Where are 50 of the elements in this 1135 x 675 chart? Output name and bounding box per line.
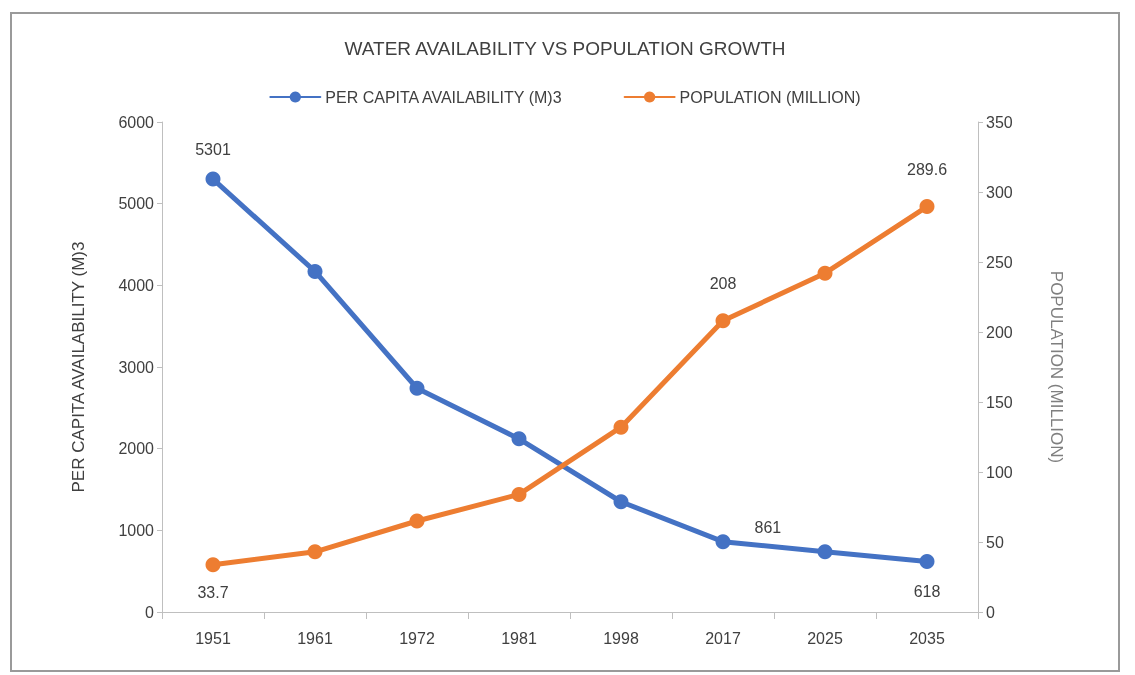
x-tick-label: 2017 bbox=[705, 629, 741, 647]
point bbox=[613, 494, 629, 510]
point bbox=[613, 419, 629, 435]
y-tick-label: 2000 bbox=[118, 440, 155, 458]
point bbox=[715, 313, 731, 329]
point bbox=[307, 263, 323, 279]
point bbox=[409, 380, 425, 396]
x-tick-label: 1961 bbox=[297, 629, 333, 647]
y2-tick-label: 100 bbox=[986, 463, 1013, 481]
y2-tick-label: 150 bbox=[986, 393, 1013, 411]
y2-tick-label: 350 bbox=[986, 113, 1013, 131]
data-label: 33.7 bbox=[197, 583, 229, 601]
y-tick-label: 4000 bbox=[118, 276, 155, 294]
y2-tick-label: 300 bbox=[986, 183, 1013, 201]
point bbox=[511, 431, 527, 447]
data-label: 618 bbox=[913, 582, 941, 600]
chart-title: WATER AVAILABILITY VS POPULATION GROWTH bbox=[344, 38, 786, 59]
point bbox=[919, 199, 935, 215]
point bbox=[817, 544, 833, 560]
y2-tick-label: 250 bbox=[986, 253, 1013, 271]
data-label: 208 bbox=[709, 274, 737, 292]
point bbox=[715, 534, 731, 550]
y2-axis-title: POPULATION (MILLION) bbox=[1047, 270, 1066, 464]
y-tick-label: 1000 bbox=[118, 521, 155, 539]
legend-label: PER CAPITA AVAILABILITY (M)3 bbox=[325, 88, 562, 106]
point bbox=[919, 554, 935, 570]
x-tick-label: 1951 bbox=[195, 629, 231, 647]
y-tick-label: 3000 bbox=[118, 358, 155, 376]
y-tick-label: 6000 bbox=[118, 113, 155, 131]
x-tick-label: 1998 bbox=[603, 629, 639, 647]
y-axis-title: PER CAPITA AVAILABILITY (M)3 bbox=[69, 241, 88, 493]
x-tick-label: 2025 bbox=[807, 629, 843, 647]
data-label: 289.6 bbox=[906, 160, 948, 178]
point bbox=[205, 171, 221, 187]
x-tick-label: 1981 bbox=[501, 629, 537, 647]
point bbox=[511, 486, 527, 502]
y-tick-label: 0 bbox=[145, 603, 155, 621]
point bbox=[307, 544, 323, 560]
y-tick-label: 5000 bbox=[118, 195, 155, 213]
data-label: 861 bbox=[754, 519, 782, 537]
point bbox=[205, 557, 221, 573]
point bbox=[409, 513, 425, 529]
y2-tick-label: 200 bbox=[986, 323, 1013, 341]
y2-tick-label: 0 bbox=[986, 603, 995, 621]
point bbox=[817, 265, 833, 281]
data-label: 5301 bbox=[195, 141, 231, 159]
x-tick-label: 1972 bbox=[399, 629, 435, 647]
y2-tick-label: 50 bbox=[986, 533, 1004, 551]
legend-label: POPULATION (MILLION) bbox=[679, 88, 861, 106]
x-tick-label: 2035 bbox=[909, 629, 945, 647]
